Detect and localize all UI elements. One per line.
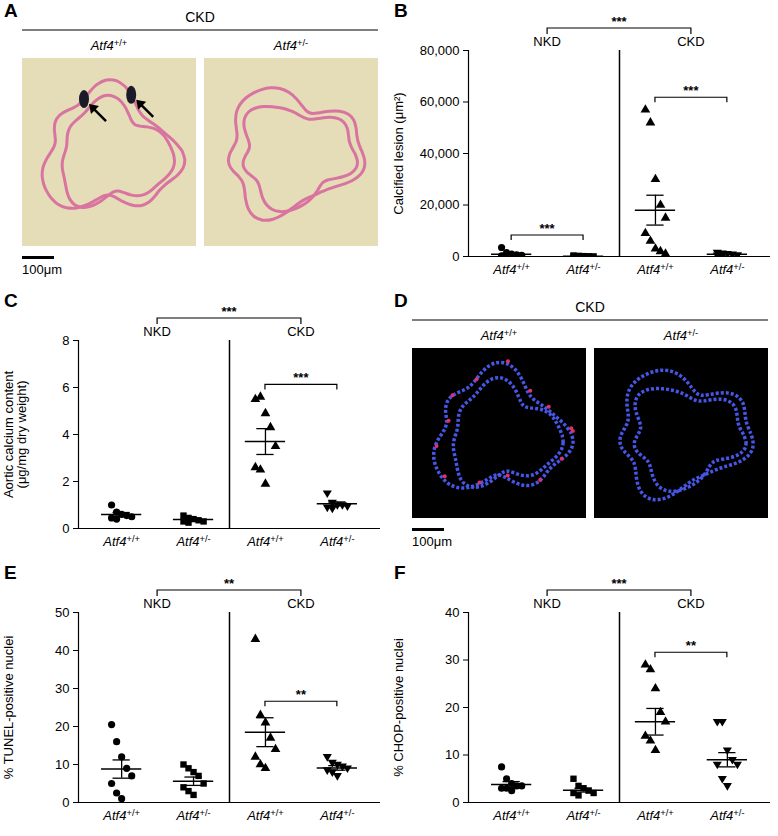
svg-text:NKD: NKD <box>143 596 170 611</box>
svg-text:Atf4+/+: Atf4+/+ <box>102 534 140 549</box>
svg-text:Atf4+/-: Atf4+/- <box>319 534 354 549</box>
svg-text:20,000: 20,000 <box>420 197 460 212</box>
svg-text:CKD: CKD <box>287 596 314 611</box>
svg-text:CKD: CKD <box>575 299 605 315</box>
html-text:E: E <box>4 562 17 583</box>
svg-text:30: 30 <box>55 681 69 696</box>
svg-text:Atf4+/-: Atf4+/- <box>565 262 600 277</box>
svg-text:0: 0 <box>62 795 69 810</box>
svg-text:Atf4+/-: Atf4+/- <box>565 808 600 823</box>
svg-text:8: 8 <box>62 333 69 348</box>
svg-text:40,000: 40,000 <box>420 146 460 161</box>
svg-text:NKD: NKD <box>533 596 560 611</box>
svg-text:% CHOP-positive nuclei: % CHOP-positive nuclei <box>391 638 406 777</box>
svg-text:CKD: CKD <box>677 596 704 611</box>
svg-text:Atf4+/-: Atf4+/- <box>663 328 698 343</box>
svg-text:Aortic calcium content(μg/mg d: Aortic calcium content(μg/mg dry weight) <box>1 371 29 499</box>
svg-text:0: 0 <box>62 521 69 536</box>
html-text:A: A <box>4 0 18 21</box>
svg-text:Atf4+/-: Atf4+/- <box>319 808 354 823</box>
svg-text:***: *** <box>540 221 556 236</box>
svg-text:0: 0 <box>452 795 459 810</box>
svg-text:4: 4 <box>62 427 69 442</box>
svg-text:**: ** <box>296 687 307 702</box>
svg-text:20: 20 <box>445 700 459 715</box>
svg-text:6: 6 <box>62 380 69 395</box>
html-text:F: F <box>394 562 406 583</box>
svg-text:Atf4+/+: Atf4+/+ <box>636 262 674 277</box>
html-text:D: D <box>394 290 408 311</box>
svg-text:40: 40 <box>55 643 69 658</box>
svg-text:Atf4+/-: Atf4+/- <box>175 808 210 823</box>
svg-text:% TUNEL-positive nuclei: % TUNEL-positive nuclei <box>1 636 16 780</box>
svg-text:40: 40 <box>445 605 459 620</box>
svg-text:Atf4+/+: Atf4+/+ <box>480 328 518 343</box>
svg-text:100μm: 100μm <box>22 262 62 277</box>
svg-text:Atf4+/+: Atf4+/+ <box>492 808 530 823</box>
svg-text:10: 10 <box>55 757 69 772</box>
svg-text:20: 20 <box>55 719 69 734</box>
svg-text:Atf4+/-: Atf4+/- <box>709 262 744 277</box>
svg-text:Calcified lesion (μm²): Calcified lesion (μm²) <box>391 92 406 214</box>
html-text:C: C <box>4 290 18 311</box>
html-text:B: B <box>394 0 408 21</box>
svg-text:Atf4+/+: Atf4+/+ <box>246 534 284 549</box>
svg-text:Atf4+/-: Atf4+/- <box>273 38 308 53</box>
svg-text:***: *** <box>683 83 699 98</box>
svg-text:**: ** <box>686 638 697 653</box>
svg-text:**: ** <box>224 576 235 591</box>
svg-text:Atf4+/+: Atf4+/+ <box>246 808 284 823</box>
svg-text:Atf4+/-: Atf4+/- <box>709 808 744 823</box>
svg-text:***: *** <box>221 304 237 319</box>
svg-text:10: 10 <box>445 747 459 762</box>
svg-text:80,000: 80,000 <box>420 43 460 58</box>
svg-text:***: *** <box>611 576 627 591</box>
svg-text:CKD: CKD <box>185 9 215 25</box>
svg-text:100μm: 100μm <box>412 534 452 549</box>
svg-text:CKD: CKD <box>287 324 314 339</box>
svg-text:60,000: 60,000 <box>420 94 460 109</box>
svg-text:***: *** <box>611 14 627 29</box>
svg-text:30: 30 <box>445 652 459 667</box>
svg-text:Atf4+/+: Atf4+/+ <box>636 808 674 823</box>
svg-text:50: 50 <box>55 605 69 620</box>
svg-text:NKD: NKD <box>533 34 560 49</box>
svg-text:0: 0 <box>452 249 459 264</box>
svg-text:CKD: CKD <box>677 34 704 49</box>
svg-text:Atf4+/+: Atf4+/+ <box>90 38 128 53</box>
svg-text:Atf4+/+: Atf4+/+ <box>492 262 530 277</box>
svg-text:***: *** <box>293 370 309 385</box>
svg-text:2: 2 <box>62 474 69 489</box>
svg-text:NKD: NKD <box>143 324 170 339</box>
svg-text:Atf4+/-: Atf4+/- <box>175 534 210 549</box>
svg-text:Atf4+/+: Atf4+/+ <box>102 808 140 823</box>
